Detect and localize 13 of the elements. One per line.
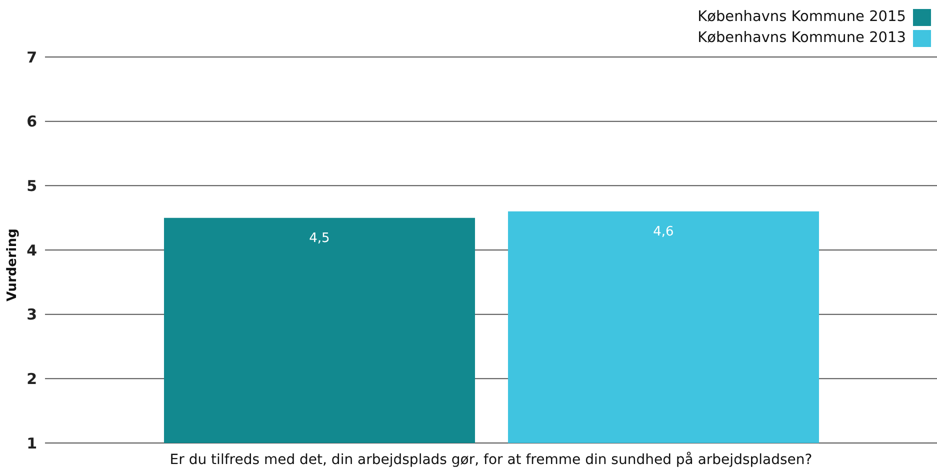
data-label: 4,6 [653,224,674,240]
y-tick-label: 3 [26,306,37,324]
y-axis-title: Vurdering [5,228,20,302]
y-tick-label: 4 [26,241,37,260]
x-tick-label: Er du tilfreds med det, din arbejdsplads gør, for at fremme din sundhed på arbejdspladsen? [170,451,812,468]
y-tick-label: 7 [26,48,37,66]
data-label: 4,5 [309,230,330,246]
y-tick-label: 2 [26,370,37,388]
legend-label: Københavns Kommune 2013 [698,29,906,47]
y-tick-label: 1 [26,434,37,452]
y-tick-label: 6 [26,112,37,131]
legend-label: Københavns Kommune 2015 [698,8,906,26]
y-tick-label: 5 [26,176,37,195]
